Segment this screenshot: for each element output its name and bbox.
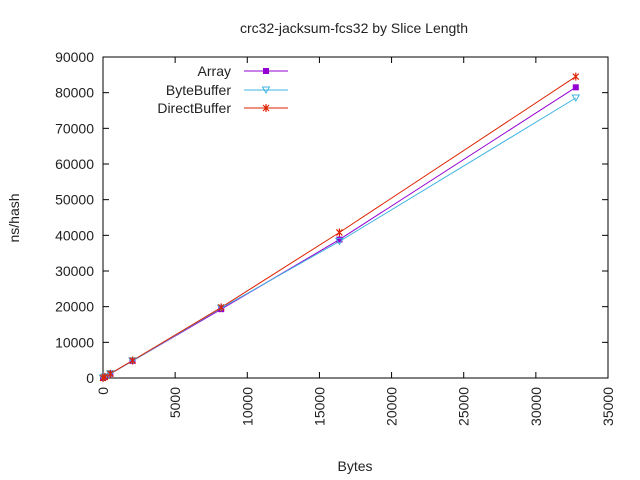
series-line-directbuffer: [102, 76, 577, 379]
x-tick-label: 35000: [600, 387, 616, 426]
legend-label-bytebuffer: ByteBuffer: [166, 82, 231, 98]
data-point-array: [572, 84, 579, 91]
x-axis-label: Bytes: [337, 458, 372, 474]
x-tick-label: 20000: [384, 387, 400, 426]
x-tick-label: 25000: [456, 387, 472, 426]
x-tick-label: 0: [95, 387, 111, 395]
legend-label-array: Array: [198, 63, 231, 79]
data-point-directbuffer: [335, 228, 343, 237]
x-tick-label: 5000: [167, 387, 183, 418]
data-point-directbuffer: [572, 72, 580, 81]
series-markers: [98, 72, 581, 382]
y-tick-label: 10000: [55, 334, 94, 350]
y-axis-label: ns/hash: [6, 193, 22, 242]
y-tick-label: 50000: [55, 192, 94, 208]
y-tick-label: 90000: [55, 49, 94, 65]
series-lines: [102, 76, 577, 379]
data-point-directbuffer: [217, 303, 225, 312]
y-tick-label: 40000: [55, 227, 94, 243]
y-tick-label: 30000: [55, 263, 94, 279]
data-point-array: [336, 236, 343, 243]
legend-marker-array: [263, 68, 269, 74]
data-point-directbuffer: [101, 372, 109, 381]
data-point-bytebuffer: [335, 237, 344, 246]
data-point-bytebuffer: [571, 94, 581, 103]
y-tick-label: 70000: [55, 120, 94, 136]
y-tick-label: 60000: [55, 156, 94, 172]
x-tick-label: 15000: [311, 387, 327, 426]
legend-marker-directbuffer: [262, 104, 270, 112]
y-tick-label: 20000: [55, 299, 94, 315]
legend: Array ByteBuffer DirectBuffer: [157, 63, 288, 116]
plot-frame: [102, 56, 609, 379]
chart-title: crc32-jacksum-fcs32 by Slice Length: [240, 20, 468, 36]
x-tick-label: 30000: [528, 387, 544, 426]
legend-marker-bytebuffer: [261, 86, 271, 94]
data-point-directbuffer: [106, 369, 114, 378]
x-tick-label: 10000: [239, 387, 255, 426]
axis-ticks: 0100002000030000400005000060000700008000…: [55, 49, 616, 426]
y-tick-label: 0: [86, 370, 94, 386]
data-point-directbuffer: [129, 356, 136, 365]
legend-label-directbuffer: DirectBuffer: [157, 100, 231, 116]
y-tick-label: 80000: [55, 85, 94, 101]
